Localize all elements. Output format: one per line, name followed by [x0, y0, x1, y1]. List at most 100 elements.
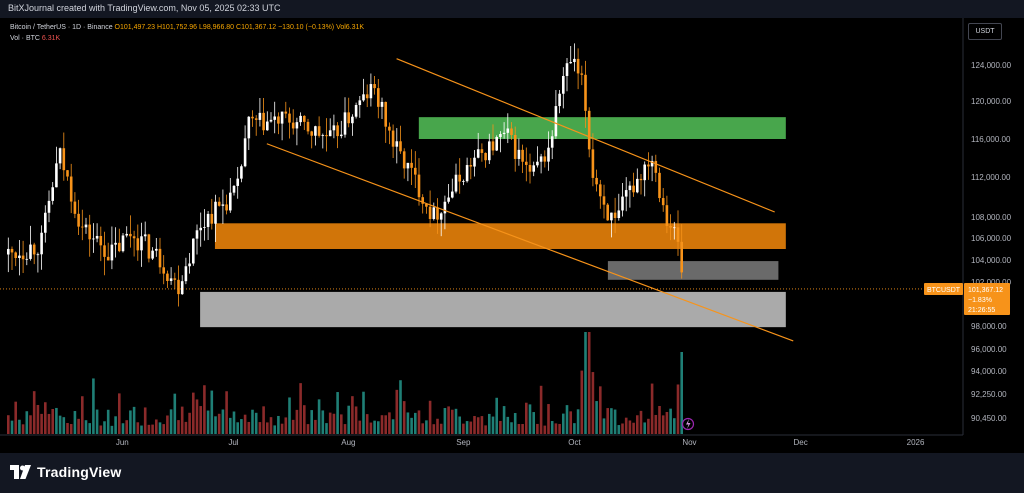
candle	[321, 135, 325, 136]
candle	[395, 141, 399, 147]
volume-bar	[103, 421, 106, 434]
volume-bar	[661, 415, 665, 434]
price-chart[interactable]: 124,000.00 120,000.00 116,000.00 112,000.00…	[0, 18, 1024, 453]
volume-bar	[621, 423, 624, 434]
candle	[18, 255, 21, 259]
demand-zone-orange	[214, 223, 786, 249]
volume-bar	[521, 424, 524, 434]
currency-button[interactable]: USDT	[968, 23, 1002, 40]
price-axis	[963, 18, 1024, 435]
volume-bar	[499, 420, 502, 434]
candle	[543, 156, 547, 162]
volume-bar	[369, 422, 373, 434]
volume-bar	[162, 424, 165, 434]
candle	[547, 147, 550, 162]
y-tick-label: 108,000.00	[971, 213, 1012, 222]
event-marker-icon[interactable]	[681, 417, 695, 431]
volume-bar	[69, 424, 73, 434]
candle	[254, 118, 258, 120]
volume-bar	[92, 378, 95, 434]
candle	[610, 212, 613, 221]
legend-open: O101,497.23	[114, 24, 156, 31]
candle	[177, 279, 180, 295]
volume-bar	[14, 401, 17, 434]
volume-bar	[18, 419, 21, 434]
volume-bar	[373, 420, 376, 434]
volume-bar	[643, 422, 646, 434]
volume-bar	[266, 422, 269, 434]
legend-volume: Vol6.31K	[336, 24, 365, 31]
volume-bar	[569, 411, 572, 434]
volume-bar	[129, 410, 132, 434]
candle	[384, 101, 387, 127]
candle	[606, 204, 609, 221]
candle	[25, 258, 29, 260]
volume-bar	[525, 402, 528, 434]
volume-bar	[151, 424, 154, 434]
candle	[484, 152, 487, 161]
volume-bar	[476, 417, 480, 434]
candle	[236, 178, 239, 186]
y-tick-label: 92,250.00	[971, 390, 1007, 399]
candle	[158, 248, 162, 268]
volume-bar	[473, 416, 476, 434]
candle	[491, 141, 495, 151]
volume-bar	[543, 425, 547, 434]
candle	[417, 174, 421, 198]
candle	[510, 128, 513, 135]
volume-bar	[628, 420, 632, 434]
candle	[439, 213, 443, 220]
candle	[73, 201, 77, 214]
volume-bar	[336, 392, 339, 434]
volume-bar	[417, 410, 421, 434]
candle	[380, 101, 384, 107]
tradingview-logo[interactable]: TradingView	[10, 464, 121, 480]
y-tick-label: 120,000.00	[971, 97, 1012, 106]
volume-bar	[291, 419, 295, 434]
tradingview-logo-text: TradingView	[37, 464, 122, 480]
candle	[180, 281, 184, 295]
volume-bar	[658, 405, 661, 434]
volume-bar	[95, 409, 99, 434]
candle	[447, 197, 450, 202]
volume-bar	[155, 419, 158, 434]
x-tick-label: Dec	[794, 438, 808, 447]
candle	[284, 111, 288, 114]
volume-bar	[81, 396, 84, 434]
volume-bar	[532, 412, 535, 434]
candle	[643, 164, 646, 181]
candle	[354, 105, 358, 117]
candle	[147, 234, 151, 259]
volume-bar	[680, 352, 683, 434]
volume-bar	[132, 406, 136, 434]
candle	[406, 162, 410, 169]
zone-dark-grey	[607, 261, 779, 280]
volume-bar	[484, 425, 487, 434]
candle	[77, 213, 80, 227]
volume-bar	[447, 406, 450, 434]
volume-bar	[40, 413, 43, 434]
volume-bar	[221, 409, 225, 434]
price-tag-value: 101,367.12	[968, 287, 1003, 294]
candle	[473, 157, 476, 167]
volume-bar	[469, 421, 473, 434]
candle	[314, 126, 317, 136]
candle	[532, 165, 535, 172]
candle	[650, 160, 654, 167]
volume-bar	[44, 402, 47, 434]
supply-zone-green	[418, 117, 786, 139]
candle	[88, 224, 91, 240]
candle	[480, 149, 484, 153]
candle	[428, 206, 432, 219]
candle	[136, 238, 140, 251]
volume-bar	[617, 425, 621, 434]
volume-bar	[251, 409, 254, 434]
candle	[58, 148, 62, 164]
candle	[432, 207, 436, 219]
volume-bar	[391, 419, 395, 434]
volume-bar	[599, 386, 602, 434]
volume-bar	[576, 409, 580, 434]
candle	[495, 137, 498, 151]
volume-bar	[654, 414, 658, 434]
volume-bar	[273, 425, 276, 434]
